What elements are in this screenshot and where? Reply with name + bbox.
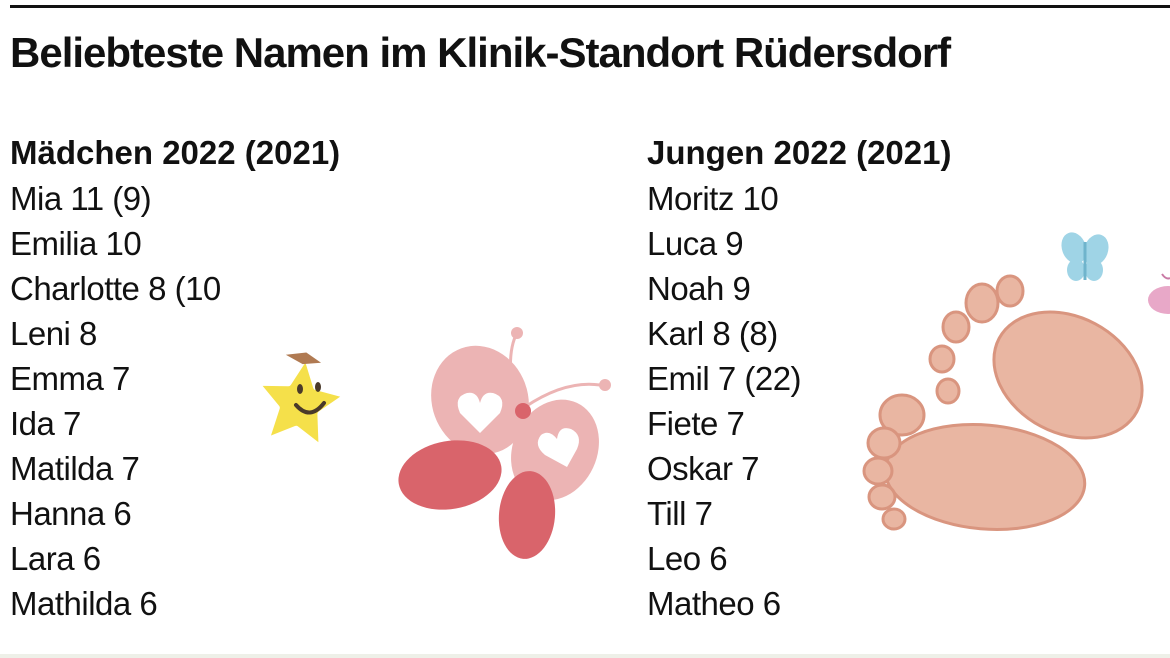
boys-heading: Jungen 2022 (2021) [647,134,952,171]
girls-name-item: Emma 7 [10,360,130,397]
boys-name-item: Moritz 10 [647,180,779,217]
girls-name-item: Charlotte 8 (10 [10,270,221,307]
bottom-rule [0,654,1170,658]
girls-name-list: Mia 11 (9) Emilia 10 Charlotte 8 (10 Len… [10,176,340,626]
pink-butterfly-icon [398,327,611,559]
boys-name-item: Oskar 7 [647,450,760,487]
boys-name-item: Till 7 [647,495,713,532]
girls-name-item: Hanna 6 [10,495,132,532]
girls-name-item: Mia 11 (9) [10,180,152,217]
girls-name-item: Mathilda 6 [10,585,158,622]
boys-column: Jungen 2022 (2021) Moritz 10 Luca 9 Noah… [647,132,951,626]
boys-name-item: Matheo 6 [647,585,781,622]
girls-name-item: Lara 6 [10,540,101,577]
boys-name-item: Fiete 7 [647,405,745,442]
boys-name-item: Leo 6 [647,540,728,577]
page-title: Beliebteste Namen im Klinik-Standort Rüd… [10,29,951,76]
blue-butterfly-icon [1061,232,1109,281]
girls-column: Mädchen 2022 (2021) Mia 11 (9) Emilia 10… [10,132,340,626]
boys-name-item: Karl 8 (8) [647,315,778,352]
boys-name-list: Moritz 10 Luca 9 Noah 9 Karl 8 (8) Emil … [647,176,951,626]
baby-feet-icon [862,274,1144,532]
boys-name-item: Luca 9 [647,225,744,262]
girls-heading: Mädchen 2022 (2021) [10,134,341,171]
smiling-star-icon [253,352,351,452]
girls-name-item: Matilda 7 [10,450,140,487]
girls-name-item: Emilia 10 [10,225,142,262]
girls-name-item: Ida 7 [10,405,81,442]
boys-name-item: Noah 9 [647,270,751,307]
boys-name-item: Emil 7 (22) [647,360,802,397]
girls-name-item: Leni 8 [10,315,97,352]
pink-butterfly-edge-icon [1148,273,1170,314]
top-rule [10,5,1170,8]
